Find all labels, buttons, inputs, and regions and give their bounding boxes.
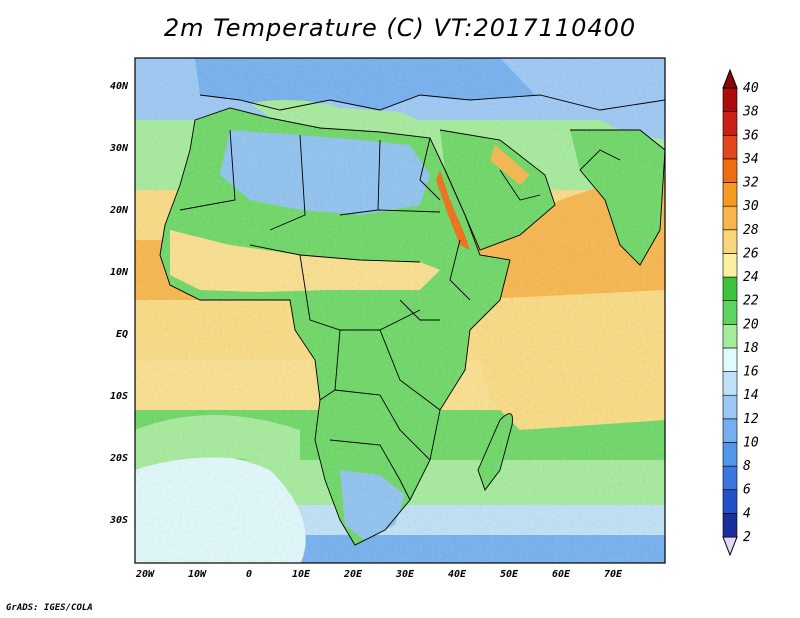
lon-label: 0 [246, 569, 252, 580]
map-title: 2m Temperature (C) VT:2017110400 [163, 14, 637, 42]
colorbar-high-triangle [722, 68, 738, 89]
colorbar-label: 14 [743, 388, 759, 403]
lat-label: 30S [109, 515, 128, 526]
lat-label: EQ [116, 329, 128, 340]
colorbar-label: 38 [742, 105, 759, 120]
lon-label: 10W [188, 569, 207, 580]
colorbar-label: 18 [743, 341, 759, 356]
lon-label: 20W [135, 569, 155, 580]
colorbar-segment [722, 253, 738, 278]
colorbar-label: 22 [743, 294, 759, 309]
colorbar-label: 12 [743, 412, 759, 427]
colorbar-label: 24 [743, 270, 759, 285]
map-frame [134, 57, 666, 564]
colorbar-label: 16 [743, 365, 759, 380]
colorbar-label: 8 [743, 459, 751, 474]
colorbar-label: 28 [743, 223, 759, 238]
lat-label: 40N [110, 81, 129, 92]
colorbar-segment [722, 276, 738, 301]
colorbar-segment [722, 87, 738, 112]
map-plot-area [135, 58, 665, 563]
colorbar-segment [722, 418, 738, 443]
lat-label: 30N [109, 143, 129, 154]
lon-label: 40E [448, 569, 467, 580]
colorbar-label: 4 [743, 506, 751, 521]
colorbar-segment [722, 229, 738, 254]
colorbar-label: 20 [743, 317, 759, 332]
colorbar-label: 30 [742, 199, 759, 214]
colorbar-label: 34 [742, 152, 759, 167]
colorbar-segment [722, 300, 738, 325]
colorbar-segment [722, 205, 738, 231]
colorbar-segment [722, 182, 738, 207]
lat-axis: 40N 30N 20N 10N EQ 10S 20S 30S [109, 81, 129, 526]
lat-label: 10N [110, 267, 129, 278]
lat-label: 20S [109, 453, 128, 464]
colorbar-segment [722, 371, 738, 396]
lon-axis: 20W 10W 0 10E 20E 30E 40E 50E 60E 70E [135, 569, 623, 580]
colorbar-segment [722, 513, 738, 538]
colorbar-segment [722, 442, 738, 467]
country-borders [159, 94, 665, 546]
colorbar-segment [722, 134, 738, 160]
colorbar-label: 2 [743, 530, 751, 545]
colorbar-segment [722, 111, 738, 136]
colorbar-label: 36 [742, 128, 759, 143]
colorbar-segment [722, 158, 738, 183]
colorbar-segment [722, 324, 738, 349]
lon-label: 70E [604, 569, 623, 580]
colorbar-segment [722, 489, 738, 514]
lon-label: 60E [552, 569, 571, 580]
lon-label: 20E [343, 569, 363, 580]
colorbar-label: 32 [742, 176, 759, 191]
colorbar-label: 6 [743, 483, 751, 498]
lon-label: 10E [292, 569, 311, 580]
colorbar-label: 10 [743, 435, 759, 450]
lat-label: 20N [109, 205, 129, 216]
lon-label: 50E [500, 569, 519, 580]
colorbar-segment [722, 465, 738, 491]
colorbar-label: 26 [743, 246, 759, 261]
colorbar-segment [722, 394, 738, 420]
colorbar-segment [722, 347, 738, 372]
lon-label: 30E [395, 569, 415, 580]
lat-label: 10S [110, 391, 128, 402]
colorbar-label: 40 [743, 81, 759, 96]
colorbar-low-triangle [722, 536, 738, 557]
credit-text: GrADS: IGES/COLA [6, 603, 93, 613]
